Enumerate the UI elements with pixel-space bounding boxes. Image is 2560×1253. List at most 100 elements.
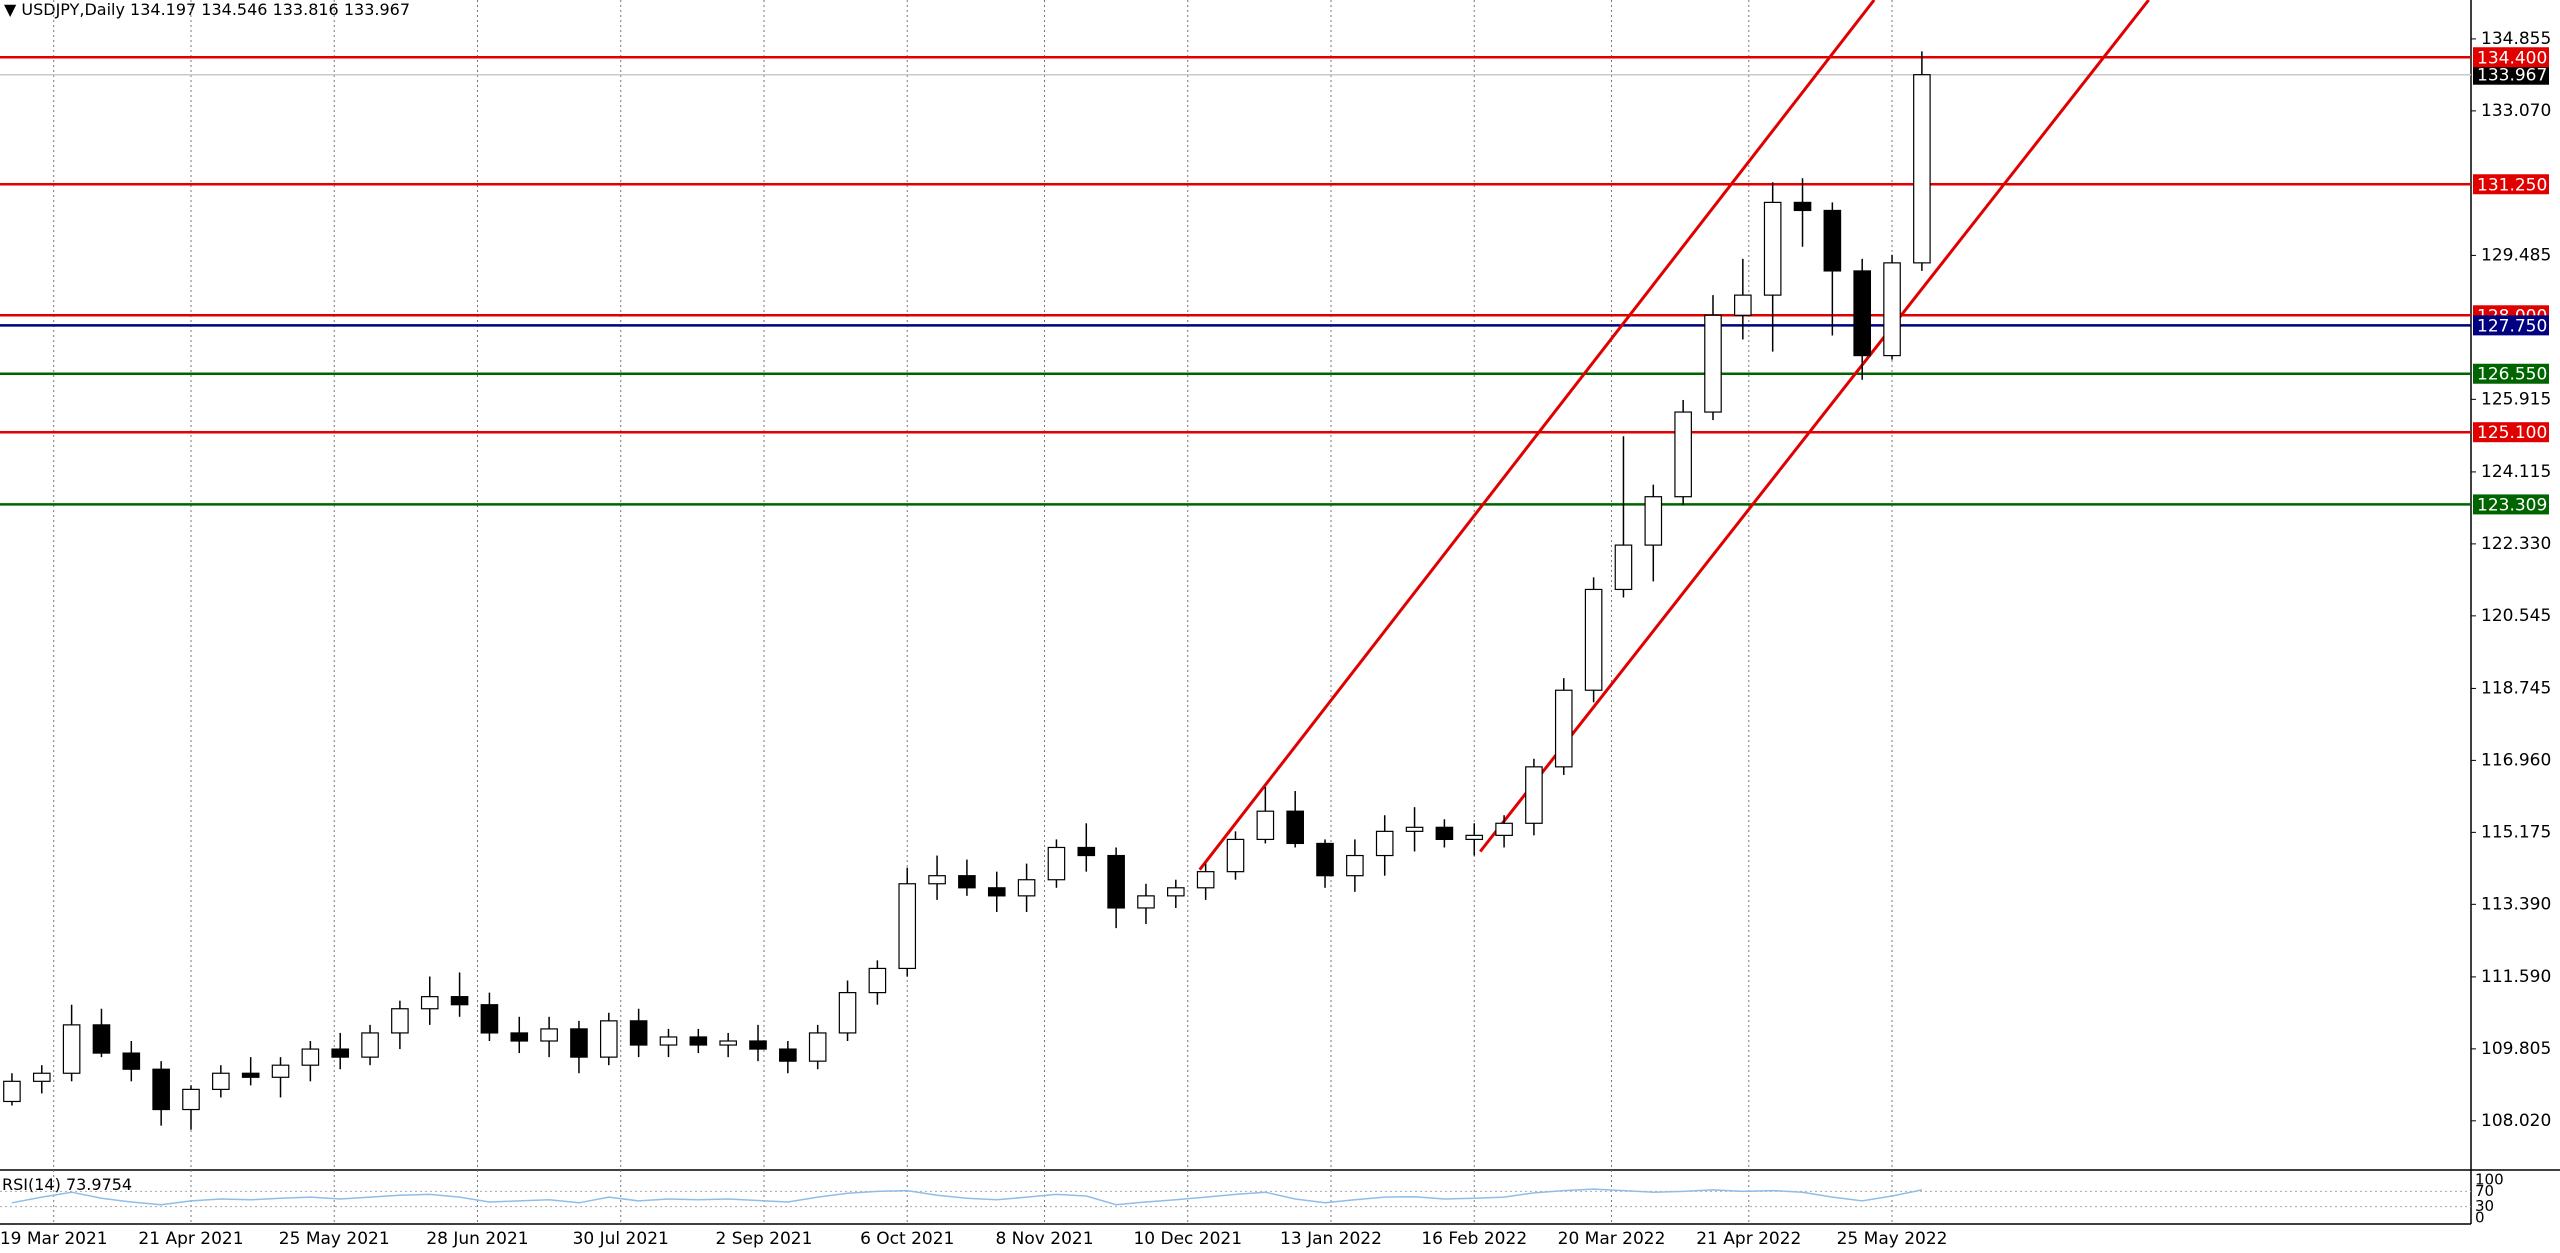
candle-body bbox=[1495, 822, 1513, 836]
candle-body bbox=[62, 1024, 81, 1074]
candle-body bbox=[271, 1064, 290, 1078]
candle-body bbox=[1525, 766, 1543, 824]
candle-body bbox=[1375, 830, 1394, 857]
open-price: 134.197 bbox=[130, 0, 196, 19]
candle-body bbox=[122, 1052, 141, 1070]
candle-body bbox=[1405, 826, 1424, 832]
rsi-tick-label: 70 bbox=[2475, 1182, 2494, 1200]
candle-body bbox=[808, 1032, 827, 1062]
last-price-label: 133.967 bbox=[2477, 66, 2547, 86]
candle-body bbox=[987, 887, 1006, 897]
level-label: 127.750 bbox=[2477, 316, 2547, 336]
candle-body bbox=[1853, 270, 1872, 357]
candle-body bbox=[719, 1040, 737, 1046]
y-tick-label: 109.805 bbox=[2481, 1039, 2551, 1059]
x-tick-label: 30 Jul 2021 bbox=[573, 1229, 669, 1249]
candle-body bbox=[1286, 810, 1304, 845]
y-tick-label: 118.745 bbox=[2481, 678, 2551, 698]
x-tick-label: 6 Oct 2021 bbox=[860, 1229, 954, 1249]
x-tick-label: 25 May 2022 bbox=[1837, 1229, 1948, 1249]
candle-body bbox=[1435, 826, 1454, 841]
candle-body bbox=[749, 1040, 767, 1050]
rsi-tick-label: 30 bbox=[2475, 1197, 2494, 1215]
y-tick-label: 122.330 bbox=[2481, 534, 2551, 554]
high-price: 134.546 bbox=[201, 0, 267, 19]
candle-body bbox=[540, 1028, 558, 1042]
symbol: USDJPY,Daily bbox=[21, 0, 125, 19]
y-tick-label: 134.855 bbox=[2481, 29, 2551, 49]
last-price-box bbox=[2473, 64, 2549, 85]
level-box bbox=[2473, 47, 2549, 68]
level-label: 125.100 bbox=[2477, 423, 2547, 443]
candle-body bbox=[898, 883, 917, 970]
candle-body bbox=[391, 1008, 409, 1034]
x-tick-label: 21 Apr 2021 bbox=[138, 1229, 243, 1249]
x-tick-label: 10 Dec 2021 bbox=[1133, 1229, 1242, 1249]
candle-body bbox=[1465, 834, 1484, 841]
x-tick-label: 28 Jun 2021 bbox=[426, 1229, 528, 1249]
candle-body bbox=[420, 996, 439, 1010]
y-tick-label: 133.070 bbox=[2481, 101, 2551, 121]
collapse-glyph: ▼ bbox=[4, 0, 21, 19]
candle-body bbox=[629, 1020, 648, 1046]
y-tick-label: 120.545 bbox=[2481, 606, 2551, 626]
candle-body bbox=[570, 1028, 588, 1058]
y-tick-label: 113.390 bbox=[2481, 894, 2551, 914]
x-tick-label: 8 Nov 2021 bbox=[995, 1229, 1093, 1249]
candle-body bbox=[1704, 314, 1722, 413]
y-tick-label: 129.485 bbox=[2481, 245, 2551, 265]
candle-body bbox=[1256, 810, 1275, 841]
y-tick-label: 125.915 bbox=[2481, 389, 2551, 409]
y-tick-label: 108.020 bbox=[2481, 1111, 2551, 1131]
candle-body bbox=[1674, 411, 1692, 498]
candle-body bbox=[779, 1048, 797, 1062]
level-box bbox=[2473, 315, 2549, 336]
candle-body bbox=[958, 875, 976, 889]
candle-body bbox=[1793, 201, 1812, 212]
x-tick-label: 25 May 2021 bbox=[279, 1229, 390, 1249]
level-box bbox=[2473, 174, 2549, 195]
candle-body bbox=[1554, 689, 1573, 768]
candle-body bbox=[838, 992, 857, 1034]
candle-body bbox=[1614, 544, 1633, 591]
level-box bbox=[2473, 494, 2549, 515]
candle-body bbox=[1584, 588, 1603, 691]
candle-body bbox=[510, 1032, 529, 1042]
y-tick-label: 116.960 bbox=[2481, 750, 2551, 770]
rsi-tick-label: 100 bbox=[2475, 1171, 2504, 1189]
rsi-tick-label: 0 bbox=[2475, 1209, 2485, 1227]
candle-body bbox=[331, 1048, 350, 1058]
candle-body bbox=[1047, 846, 1066, 881]
x-tick-label: 2 Sep 2021 bbox=[716, 1229, 813, 1249]
candle-body bbox=[1644, 496, 1663, 546]
level-label: 126.550 bbox=[2477, 365, 2547, 385]
candle-body bbox=[868, 967, 887, 994]
candle-body bbox=[1137, 895, 1155, 909]
candle-body bbox=[361, 1032, 379, 1058]
candle-body bbox=[1734, 294, 1752, 316]
candle-body bbox=[32, 1072, 51, 1082]
close-price: 133.967 bbox=[344, 0, 410, 19]
rsi-name: RSI(14) bbox=[2, 1175, 61, 1194]
candle-body bbox=[1316, 842, 1334, 877]
chart-header: ▼ USDJPY,Daily 134.197 134.546 133.816 1… bbox=[4, 0, 410, 19]
trendline bbox=[1479, 0, 2150, 853]
low-price: 133.816 bbox=[273, 0, 339, 19]
candle-body bbox=[152, 1068, 170, 1111]
x-tick-label: 20 Mar 2022 bbox=[1558, 1229, 1666, 1249]
candle-body bbox=[1107, 854, 1125, 909]
candle-body bbox=[1017, 879, 1036, 897]
y-tick-label: 115.175 bbox=[2481, 822, 2551, 842]
x-tick-label: 19 Mar 2021 bbox=[0, 1229, 108, 1249]
level-label: 131.250 bbox=[2477, 175, 2547, 195]
candle-body bbox=[92, 1024, 111, 1054]
candle-body bbox=[689, 1036, 708, 1046]
y-tick-label: 111.590 bbox=[2481, 967, 2551, 987]
candle-body bbox=[928, 875, 946, 885]
plot-area bbox=[0, 0, 2471, 1130]
candle-body bbox=[480, 1004, 499, 1034]
candle-body bbox=[1823, 209, 1842, 272]
rsi-last: 73.9754 bbox=[66, 1175, 132, 1194]
